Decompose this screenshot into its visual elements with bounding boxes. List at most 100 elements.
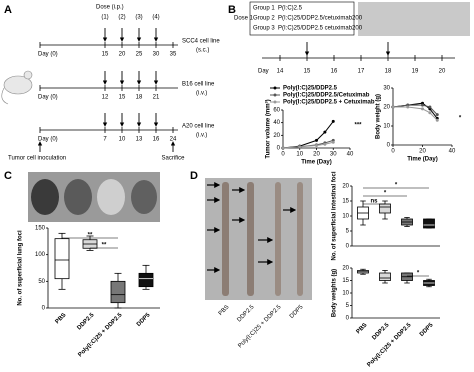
y-axis-label: No. of superficial lung foci [18, 230, 24, 306]
route: (i.v.) [196, 91, 207, 97]
timeline-start: Day (0) [38, 95, 58, 101]
x-tick-label: 0 [281, 152, 285, 158]
legend-marker [273, 100, 277, 104]
timeline-start: Day (0) [38, 137, 58, 143]
annotation: * [417, 271, 420, 277]
data-point [428, 111, 432, 115]
group-treatment: P(I:C)2.5 [278, 6, 303, 12]
timeline-day: 16 [331, 69, 338, 75]
y-axis-label: Body weight (g) [376, 94, 382, 139]
plate-photo [358, 2, 470, 36]
y-tick-label: 15 [342, 199, 349, 205]
timeline-day: 10 [119, 137, 126, 143]
data-point [281, 146, 285, 150]
x-tick-label: DDP5 [419, 322, 435, 338]
photo-label: PBS [218, 304, 231, 317]
timeline-label: Day [258, 69, 269, 75]
x-tick-label: 20 [313, 152, 320, 158]
y-tick-label: 0 [346, 316, 350, 322]
timeline-start: Day (0) [38, 52, 58, 58]
y-tick-label: 5 [346, 303, 350, 309]
x-tick-label: Poly(I:C)25 + DDP2.5 [366, 322, 413, 369]
route: (s.c.) [196, 48, 209, 54]
data-point [298, 145, 302, 149]
y-tick-label: 10 [342, 291, 349, 297]
panel-label: B [228, 4, 236, 16]
box [138, 272, 154, 288]
timeline-day: 25 [136, 52, 143, 58]
annotation: * [384, 191, 387, 197]
data-point [331, 119, 335, 123]
annotation: * [395, 183, 398, 189]
data-point [421, 103, 424, 107]
y-tick-label: 150 [35, 226, 46, 232]
timeline-day: 15 [102, 52, 109, 58]
panel-label: D [190, 170, 198, 182]
cell-line: B16 cell line [182, 82, 215, 88]
annotation: ** [102, 243, 107, 249]
y-tick-label: 5 [346, 229, 350, 235]
y-tick-label: 20 [342, 266, 349, 272]
inoculation-label: Tumor cell inoculation [8, 156, 66, 162]
data-point [331, 140, 335, 144]
data-point [428, 105, 432, 109]
y-tick-label: 0 [346, 244, 350, 250]
timeline-day: 14 [277, 69, 284, 75]
dose-number: (3) [135, 15, 142, 21]
panel-label: C [4, 170, 12, 182]
timeline-day: 24 [170, 137, 177, 143]
data-point [323, 142, 327, 146]
x-tick-label: DDP2.5 [371, 322, 391, 342]
y-tick-label: 20 [342, 184, 349, 190]
y-axis-label: Body weights (g) [332, 269, 338, 317]
y-tick-label: 100 [35, 252, 46, 258]
legend-label: Poly(I:C)25/DDP2.5/Cetuximab [283, 93, 370, 99]
x-axis-label: Time (Day) [301, 160, 332, 166]
timeline-day: 15 [304, 69, 311, 75]
x-tick-label: 40 [449, 149, 456, 155]
data-point [421, 107, 424, 111]
cell-line: SCC4 cell line [182, 39, 220, 45]
data-point [315, 138, 318, 142]
data-point [323, 130, 327, 134]
group-box [249, 1, 355, 36]
cell-line: A20 cell line [182, 124, 215, 130]
box [110, 280, 126, 304]
box [379, 272, 391, 281]
x-tick-label: PBS [55, 312, 68, 325]
dose-label: Dose 1 [234, 16, 254, 22]
legend-marker [273, 93, 277, 97]
timeline-day: 21 [153, 95, 160, 101]
y-tick-label: 40 [273, 120, 280, 126]
photo-label: DDP2.5 [236, 304, 256, 324]
timeline-day: 17 [358, 69, 365, 75]
x-tick-label: DDP2.5 [76, 312, 96, 332]
lung-photo [28, 172, 160, 222]
timeline-day: 15 [119, 95, 126, 101]
y-tick-label: 0 [42, 306, 46, 312]
timeline-day: 19 [412, 69, 419, 75]
box [379, 203, 391, 214]
data-point [315, 143, 318, 147]
data-point [435, 113, 439, 117]
y-tick-label: 0 [277, 146, 281, 152]
x-tick-label: 10 [296, 152, 303, 158]
data-point [406, 105, 410, 109]
legend-marker [273, 86, 277, 90]
y-tick-label: 50 [38, 279, 45, 285]
x-tick-label: 20 [419, 149, 426, 155]
group-name: Group 2 [253, 16, 275, 22]
dose-number: (4) [152, 15, 159, 21]
annotation: * [459, 116, 462, 122]
photo-label: DDP5 [289, 304, 305, 320]
y-tick-label: 60 [273, 108, 280, 114]
x-tick-label: PBS [356, 322, 369, 335]
y-axis-label: Tumor volume (mm³) [265, 99, 272, 158]
annotation: ** [88, 233, 93, 239]
group-name: Group 3 [253, 26, 275, 32]
timeline-day: 35 [170, 52, 177, 58]
intestine-photo [205, 178, 312, 300]
x-tick-label: 30 [330, 152, 337, 158]
x-tick-label: 0 [391, 149, 395, 155]
